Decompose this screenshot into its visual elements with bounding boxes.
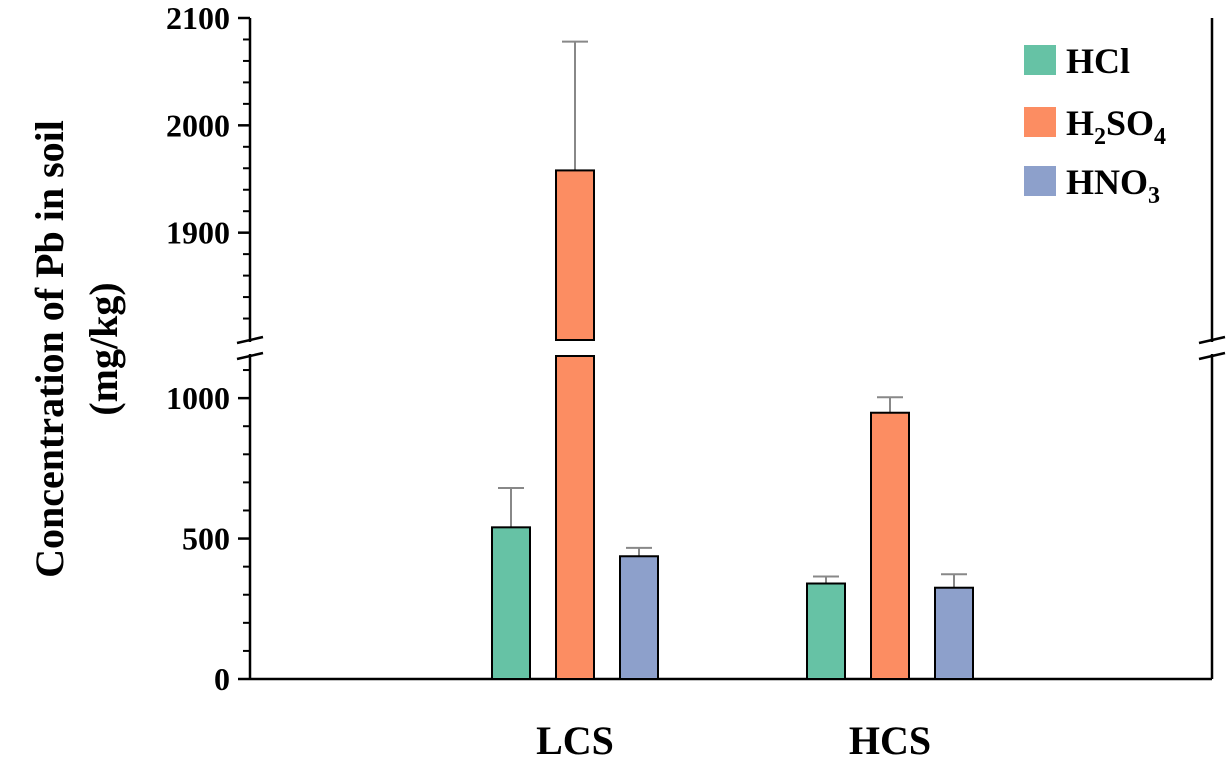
bar-lcs-0 bbox=[491, 526, 531, 681]
legend-label: HCl bbox=[1066, 41, 1130, 81]
y-tick-label: 1000 bbox=[166, 380, 230, 416]
bars bbox=[491, 40, 974, 681]
bar-hcs-0 bbox=[806, 582, 846, 680]
axis-break-mark-right-top bbox=[1198, 335, 1226, 345]
y-tick-label: 500 bbox=[182, 521, 230, 557]
axes bbox=[236, 18, 1226, 681]
bar-hcs-2 bbox=[934, 586, 974, 681]
bar-lcs-2 bbox=[619, 555, 659, 681]
x-category-label: HCS bbox=[849, 718, 931, 761]
y-tick-label: 1900 bbox=[166, 215, 230, 251]
axis-break-mark-left-top bbox=[236, 335, 264, 345]
legend-swatch bbox=[1024, 107, 1056, 137]
x-category-label: LCS bbox=[536, 718, 614, 761]
bar-lcs-1-lower bbox=[555, 355, 595, 680]
bar-hcs-1 bbox=[870, 411, 910, 680]
bar-lcs-1-upper bbox=[555, 169, 595, 341]
axis-break-mark-left-bottom bbox=[236, 351, 264, 361]
legend-swatch bbox=[1024, 45, 1056, 75]
legend: HCl H2SO4 HNO3 bbox=[1024, 41, 1166, 209]
y-tick-label: 2000 bbox=[166, 107, 230, 143]
legend-swatch bbox=[1024, 166, 1056, 196]
y-tick-label: 0 bbox=[214, 661, 230, 697]
y-ticks: 0 500 1000 1900 2000 2100 bbox=[166, 0, 250, 697]
legend-label: H2SO4 bbox=[1066, 103, 1166, 150]
y-axis-label: Concentration of Pb in soil (mg/kg) bbox=[27, 120, 126, 578]
legend-label: HNO3 bbox=[1066, 162, 1160, 209]
y-tick-label: 2100 bbox=[166, 0, 230, 36]
x-category-labels: LCS HCS bbox=[536, 718, 931, 761]
axis-break-mark-right-bottom bbox=[1198, 351, 1226, 361]
